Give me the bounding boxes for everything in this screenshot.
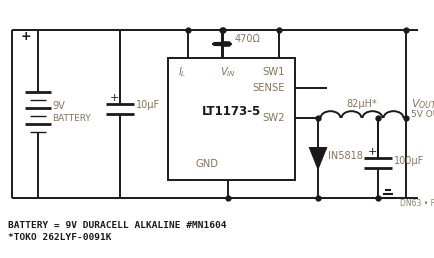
Text: 10μF: 10μF <box>136 100 160 110</box>
Text: $I_L$: $I_L$ <box>178 65 186 79</box>
Text: 100μF: 100μF <box>393 156 423 166</box>
Text: +: + <box>109 93 118 103</box>
Text: 470Ω: 470Ω <box>234 34 260 44</box>
Text: 9V: 9V <box>52 101 65 111</box>
Text: SW1: SW1 <box>262 67 284 77</box>
Bar <box>168 58 294 180</box>
Text: BATTERY: BATTERY <box>52 114 91 123</box>
Text: 5V OUTPUT: 5V OUTPUT <box>410 109 434 118</box>
Text: BATTERY = 9V DURACELL ALKALINE #MN1604: BATTERY = 9V DURACELL ALKALINE #MN1604 <box>8 222 226 230</box>
Text: GND: GND <box>196 159 218 169</box>
Text: +: + <box>21 29 31 43</box>
Text: $V_{IN}$: $V_{IN}$ <box>220 65 235 79</box>
Text: $V_{OUT}$: $V_{OUT}$ <box>410 97 434 111</box>
Polygon shape <box>309 148 325 168</box>
Text: IN5818: IN5818 <box>327 151 362 161</box>
Text: 82μH*: 82μH* <box>346 99 377 109</box>
Text: DN63 • F02: DN63 • F02 <box>399 199 434 208</box>
Text: *TOKO 262LYF-0091K: *TOKO 262LYF-0091K <box>8 233 111 243</box>
Text: +: + <box>366 147 376 157</box>
Text: SENSE: SENSE <box>252 83 284 93</box>
Text: SW2: SW2 <box>262 113 284 123</box>
Text: LT1173-5: LT1173-5 <box>201 104 260 117</box>
